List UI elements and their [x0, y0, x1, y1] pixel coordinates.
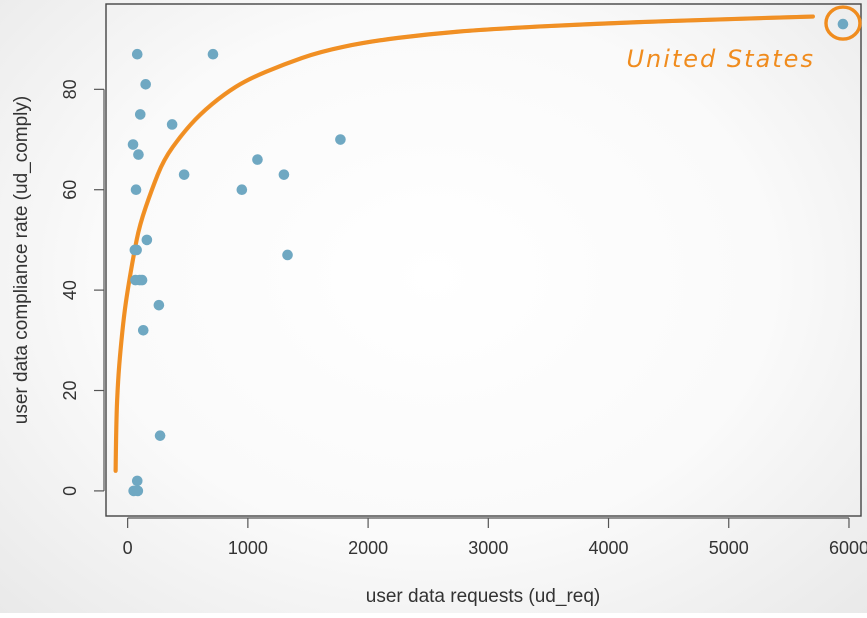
plot-area-border	[106, 4, 861, 516]
x-tick-label: 5000	[709, 538, 749, 558]
data-point	[138, 325, 149, 336]
data-point	[142, 235, 153, 246]
trend-curve-stroke	[116, 15, 813, 469]
data-point	[252, 154, 263, 165]
y-tick-label: 80	[60, 79, 80, 99]
x-tick-label: 6000	[829, 538, 867, 558]
data-point	[137, 275, 148, 286]
trend-curve-stroke	[115, 18, 812, 472]
data-point	[208, 49, 219, 60]
trend-curve	[116, 17, 813, 471]
data-point	[282, 250, 293, 261]
data-point	[140, 79, 151, 90]
data-point	[133, 486, 144, 497]
data-point	[132, 476, 143, 487]
x-axis-title: user data requests (ud_req)	[366, 586, 600, 607]
x-tick-label: 4000	[589, 538, 629, 558]
data-point	[179, 169, 190, 180]
data-point	[167, 119, 178, 130]
x-tick-label: 1000	[228, 538, 268, 558]
data-point	[131, 184, 142, 195]
x-tick-label: 2000	[348, 538, 388, 558]
data-point	[335, 134, 346, 145]
data-point	[132, 49, 143, 60]
data-point	[133, 149, 144, 160]
data-point	[838, 19, 849, 30]
y-tick-label: 0	[60, 486, 80, 496]
data-point	[135, 109, 146, 120]
data-point	[131, 245, 142, 256]
x-tick-label: 0	[123, 538, 133, 558]
y-tick-label: 20	[60, 380, 80, 400]
y-tick-label: 40	[60, 280, 80, 300]
data-points-layer	[128, 19, 849, 496]
data-point	[279, 169, 290, 180]
data-point	[154, 300, 165, 311]
annotation-label: United States	[626, 45, 815, 73]
trend-curve-layer	[115, 15, 814, 472]
y-axis: 0 20 40 60 80	[60, 79, 104, 496]
y-tick-label: 60	[60, 180, 80, 200]
y-axis-title: user data compliance rate (ud_comply)	[11, 96, 32, 424]
x-axis: 0 1000 2000 3000 4000 5000 6000	[123, 518, 867, 558]
data-point	[237, 184, 248, 195]
x-tick-label: 3000	[468, 538, 508, 558]
data-point	[155, 430, 166, 441]
data-point	[128, 139, 139, 150]
